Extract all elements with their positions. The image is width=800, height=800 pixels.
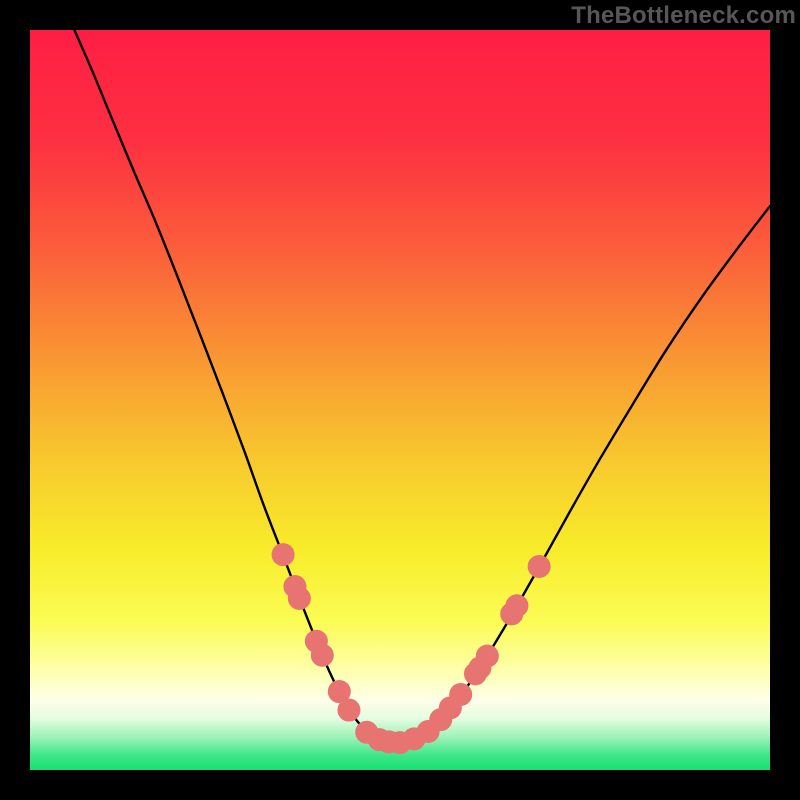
curve-marker [288,587,310,609]
curve-marker [506,595,528,617]
watermark-text: TheBottleneck.com [571,0,800,30]
curve-marker [476,645,498,667]
curve-marker [272,544,294,566]
curve-marker [450,684,472,706]
curve-marker [338,699,360,721]
plot-area [30,30,770,770]
curve-marker [528,556,550,578]
curve-marker [311,644,333,666]
